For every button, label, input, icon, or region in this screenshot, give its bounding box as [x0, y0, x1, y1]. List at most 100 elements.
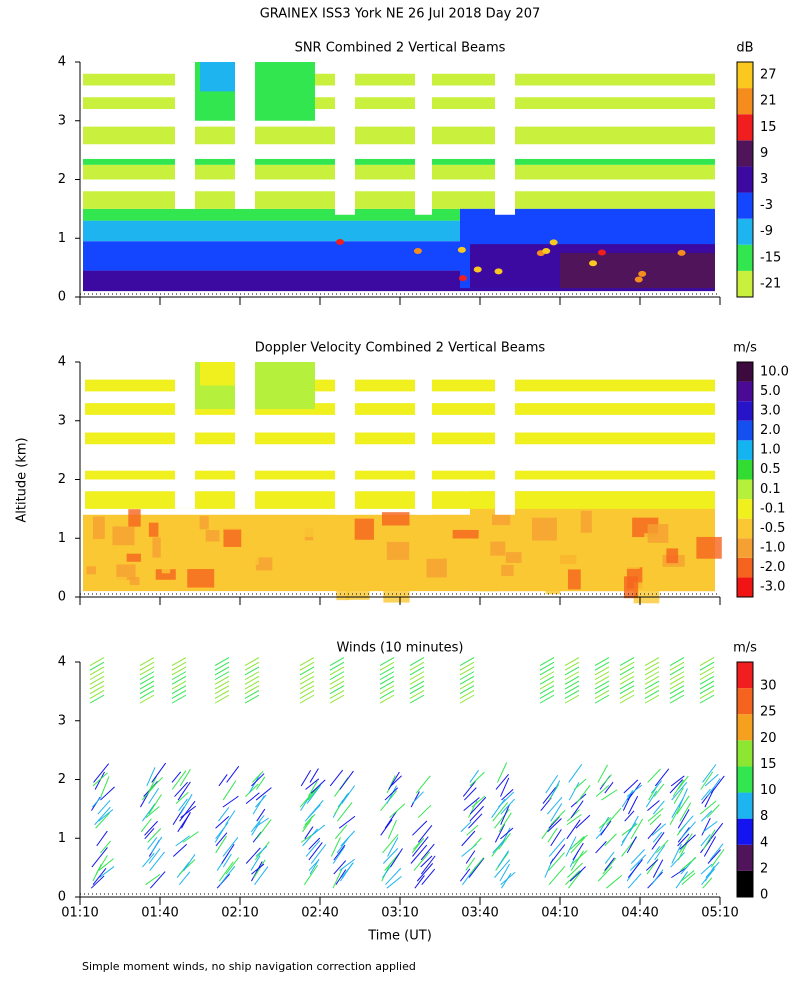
wind-barb [299, 789, 316, 808]
colorbar-label: -9 [760, 224, 773, 239]
echo-band [85, 403, 715, 415]
data-gap [335, 362, 355, 515]
y-tick-label: 2 [58, 172, 66, 187]
wind-barb [654, 844, 666, 861]
echo-patch [100, 576, 127, 587]
wind-barb [337, 792, 349, 808]
wind-barb [677, 775, 689, 790]
wind-barb [145, 873, 161, 886]
wind-barb [570, 800, 584, 818]
wind-barb [652, 800, 665, 815]
echo-spot [597, 249, 606, 256]
wind-barb [710, 775, 725, 794]
wind-barb [644, 694, 660, 704]
wind-barb [308, 859, 320, 871]
wind-barb [299, 671, 315, 681]
wind-barb [492, 802, 509, 822]
echo-spot [589, 260, 598, 267]
wind-barb [222, 780, 237, 801]
echo-patch [155, 569, 176, 580]
wind-barb [311, 824, 326, 836]
wind-barb [387, 837, 399, 857]
wind-barb [626, 784, 643, 797]
wind-barb [173, 843, 188, 857]
wind-barb [95, 812, 110, 829]
wind-barb [627, 873, 642, 889]
wind-barb [699, 685, 715, 695]
echo-patch [501, 564, 514, 577]
wind-barb [338, 815, 356, 829]
wind-barb [409, 666, 425, 676]
colorbar-label: 3.0 [760, 403, 781, 418]
echo-patch [292, 517, 315, 537]
data-gap [175, 362, 195, 509]
wind-barb [421, 868, 436, 885]
wind-barb [500, 777, 510, 797]
wind-barb [539, 694, 555, 704]
wind-barb [339, 770, 354, 790]
wind-barb [601, 774, 612, 787]
wind-barb [409, 680, 425, 690]
wind-barb [379, 694, 395, 704]
wind-barb [700, 834, 711, 847]
wind-barb [251, 773, 265, 787]
echo-patch [230, 550, 259, 565]
wind-barb [251, 821, 261, 836]
wind-barb [492, 840, 504, 854]
colorbar-swatch [737, 440, 753, 460]
wind-barb [623, 779, 639, 794]
wind-barb [390, 848, 403, 868]
wind-barb [411, 791, 424, 804]
wind-barb [93, 763, 110, 783]
wind-barb [654, 768, 670, 787]
wind-barb [652, 859, 664, 878]
wind-barb [299, 657, 315, 666]
panel-title: Doppler Velocity Combined 2 Vertical Bea… [255, 341, 546, 356]
echo-patch [473, 536, 493, 553]
echo-band [85, 379, 715, 392]
wind-barb [341, 862, 354, 878]
wind-barb [89, 675, 105, 685]
wind-barb [417, 824, 433, 843]
wind-barb [412, 820, 428, 836]
echo-patch [419, 540, 444, 559]
wind-barb [299, 675, 315, 685]
wind-barb [459, 671, 475, 681]
wind-barb [669, 806, 681, 825]
echo-patch [148, 522, 159, 537]
wind-barb [329, 657, 345, 666]
wind-barb [464, 787, 477, 801]
wind-barb [148, 794, 162, 815]
wind-barb [379, 666, 395, 676]
wind-barb [244, 661, 260, 671]
wind-barb [171, 770, 187, 790]
wind-barb [89, 666, 105, 676]
wind-barb [539, 671, 555, 681]
wind-barb [309, 768, 319, 783]
wind-barb [382, 833, 399, 854]
wind-barb [304, 826, 314, 840]
wind-barb [141, 803, 156, 822]
wind-barb [459, 661, 475, 671]
echo-patch [567, 569, 581, 590]
wind-barb [214, 671, 230, 681]
y-tick-label: 0 [58, 290, 66, 305]
wind-barb [629, 854, 647, 871]
wind-barb [647, 768, 661, 783]
wind-barb [653, 783, 665, 797]
wind-barb [256, 819, 272, 840]
wind-barb [92, 796, 102, 808]
echo-patch [152, 537, 161, 558]
wind-barb [647, 807, 664, 822]
wind-barb [602, 857, 617, 875]
panel: 0 1 2 3 4 Doppler Velocity Combined 2 Vertica… [58, 341, 789, 605]
wind-barb [597, 866, 613, 882]
wind-barb [677, 809, 690, 829]
echo-patch [529, 552, 542, 566]
wind-barb [332, 868, 343, 889]
echo-spot [336, 238, 345, 245]
wind-barb [594, 685, 610, 695]
colorbar-swatch [737, 557, 753, 578]
wind-barb [225, 810, 236, 826]
wind-barb [333, 844, 346, 861]
